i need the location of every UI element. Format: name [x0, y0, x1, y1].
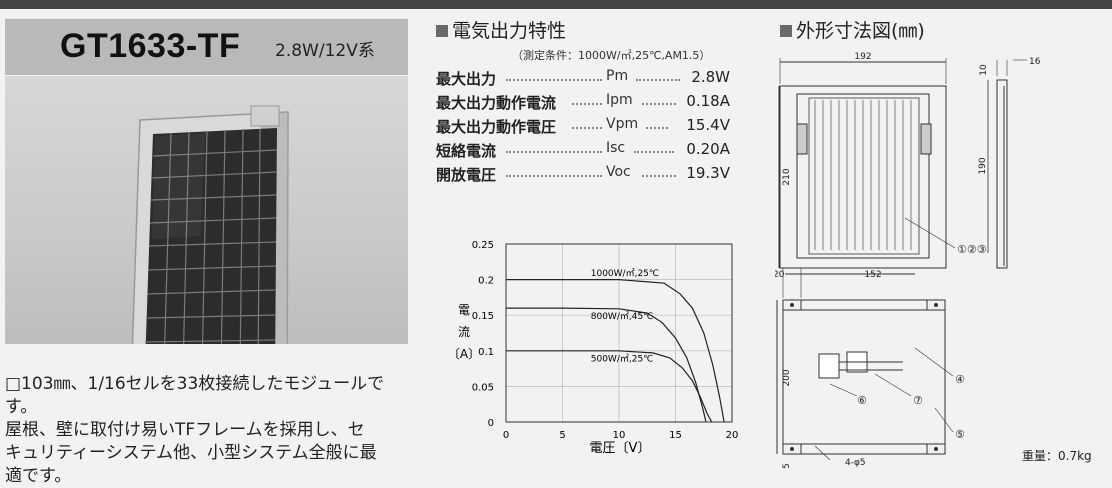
y-tick-label: 0.05 [472, 382, 494, 393]
y-tick-label: 0.2 [478, 276, 494, 287]
x-axis-label: 電圧〔V〕 [590, 441, 651, 456]
spec-symbol: Isc [606, 140, 626, 156]
y-tick-labels: 0 0.05 0.1 0.15 0.2 0.25 [472, 240, 494, 429]
square-bullet-icon [436, 25, 448, 37]
dim-back-width: 152 [864, 270, 881, 280]
y-axis-label-char: 流 [458, 325, 470, 339]
y-axis-label-char: 〔A〕 [448, 347, 480, 361]
y-axis-label: 電流〔A〕 [448, 303, 480, 361]
characteristics-heading-text: 電気出力特性 [452, 20, 567, 42]
spec-label: 開放電圧 [436, 166, 497, 184]
spec-value: 0.20A [686, 140, 730, 158]
iv-curve-series-1 [506, 279, 725, 423]
chart-curves [506, 279, 725, 423]
top-bar [0, 0, 1112, 9]
iv-curve-series-3 [506, 350, 713, 423]
front-view-outline [779, 85, 947, 269]
callout-5: ⑤ [955, 428, 965, 441]
spec-label: 最大出力動作電流 [436, 94, 557, 112]
x-tick-label: 15 [669, 430, 682, 441]
weight-label: 重量：0.7kg [1022, 449, 1092, 463]
spec-row: 最大出力動作電圧 Vpm 15.4V [436, 116, 736, 140]
y-tick-label: 0 [488, 418, 494, 429]
series-label: 800W/㎡,45℃ [591, 311, 654, 322]
dim-front-width: 192 [854, 52, 871, 62]
callout-7: ⑦ [913, 394, 923, 407]
dim-side-height: 190 [978, 157, 988, 174]
title-box: GT1633-TF 2.8W/12V系 [5, 18, 408, 75]
characteristics-heading: 電気出力特性 [436, 16, 566, 43]
y-axis-label-char: 電 [458, 303, 470, 317]
iv-curve-chart: 0 0.05 0.1 0.15 0.2 0.25 0 5 10 15 20 1000W/㎡,25℃… [448, 240, 739, 456]
model-spec: 2.8W/12V系 [275, 41, 375, 61]
callout-6: ⑥ [857, 394, 867, 407]
y-tick-label: 0.1 [478, 347, 494, 358]
chart-frame [505, 243, 733, 423]
spec-value: 2.8W [691, 68, 730, 86]
spec-table: 最大出力 Pm 2.8W 最大出力動作電流 Ipm 0.18A 最大出力動作電圧… [436, 68, 736, 188]
dim-back-offset: 20 [775, 270, 785, 280]
solar-panel-image [131, 105, 289, 344]
callout-cells: ①②③ [957, 243, 987, 256]
series-label: 1000W/㎡,25℃ [591, 268, 659, 279]
x-tick-label: 0 [503, 430, 509, 441]
dim-back-bottom: 5 [782, 463, 792, 468]
spec-value: 19.3V [686, 164, 730, 182]
spec-row: 最大出力 Pm 2.8W [436, 68, 736, 92]
spec-symbol: Vpm [606, 116, 639, 132]
description-line: □103㎜、1/16セルを33枚接続したモジュールです。 [5, 374, 385, 417]
series-labels: 1000W/㎡,25℃ 800W/㎡,45℃ 500W/㎡,25℃ [591, 268, 659, 364]
description-line: 屋根、壁に取付け易いTFフレームを採用し、セ [5, 420, 365, 440]
iv-curve-series-2 [506, 307, 707, 423]
y-tick-label: 0.25 [472, 240, 494, 251]
dim-back-height: 200 [782, 369, 792, 386]
series-label: 500W/㎡,25℃ [591, 353, 654, 364]
y-tick-label: 0.15 [472, 311, 494, 322]
spec-value: 15.4V [686, 116, 730, 134]
x-tick-label: 5 [559, 430, 565, 441]
spec-symbol: Pm [606, 68, 629, 84]
model-name: GT1633-TF [60, 27, 241, 65]
dim-holes: 4-φ5 [845, 458, 866, 468]
junction-box [818, 353, 840, 379]
spec-symbol: Ipm [606, 92, 633, 108]
dim-side-depth: 16 [1029, 57, 1041, 67]
dim-side-top: 10 [979, 64, 989, 76]
spec-label: 最大出力動作電圧 [436, 118, 557, 136]
measurement-condition: （測定条件：1000W/㎡,25℃,AM1.5） [512, 49, 711, 62]
dim-front-height: 210 [782, 168, 792, 185]
square-bullet-icon [780, 25, 792, 37]
product-description: □103㎜、1/16セルを33枚接続したモジュールです。 屋根、壁に取付け易いT… [5, 373, 415, 488]
dimensions-heading: 外形寸法図(㎜) [780, 16, 925, 43]
spec-row: 最大出力動作電流 Ipm 0.18A [436, 92, 736, 116]
dimensions-heading-text: 外形寸法図(㎜) [796, 20, 925, 42]
dimension-drawing: 192 210 190 10 16 20 152 200 5 4-φ5 ①②③ … [775, 52, 1041, 468]
callout-4: ④ [955, 373, 965, 386]
x-tick-label: 20 [726, 430, 739, 441]
x-tick-labels: 0 5 10 15 20 [503, 430, 739, 441]
spec-value: 0.18A [686, 92, 730, 110]
spec-label: 短絡電流 [436, 142, 497, 160]
spec-label: 最大出力 [436, 70, 497, 88]
description-line: 適です。 [5, 466, 72, 486]
product-photo [5, 76, 408, 344]
back-view-outline [782, 299, 946, 455]
spec-symbol: Voc [606, 164, 631, 180]
side-view-outline [996, 79, 1008, 269]
spec-row: 短絡電流 Isc 0.20A [436, 140, 736, 164]
description-line: キュリティーシステム他、小型システム全般に最 [5, 443, 377, 463]
x-tick-label: 10 [613, 430, 626, 441]
spec-row: 開放電圧 Voc 19.3V [436, 164, 736, 188]
